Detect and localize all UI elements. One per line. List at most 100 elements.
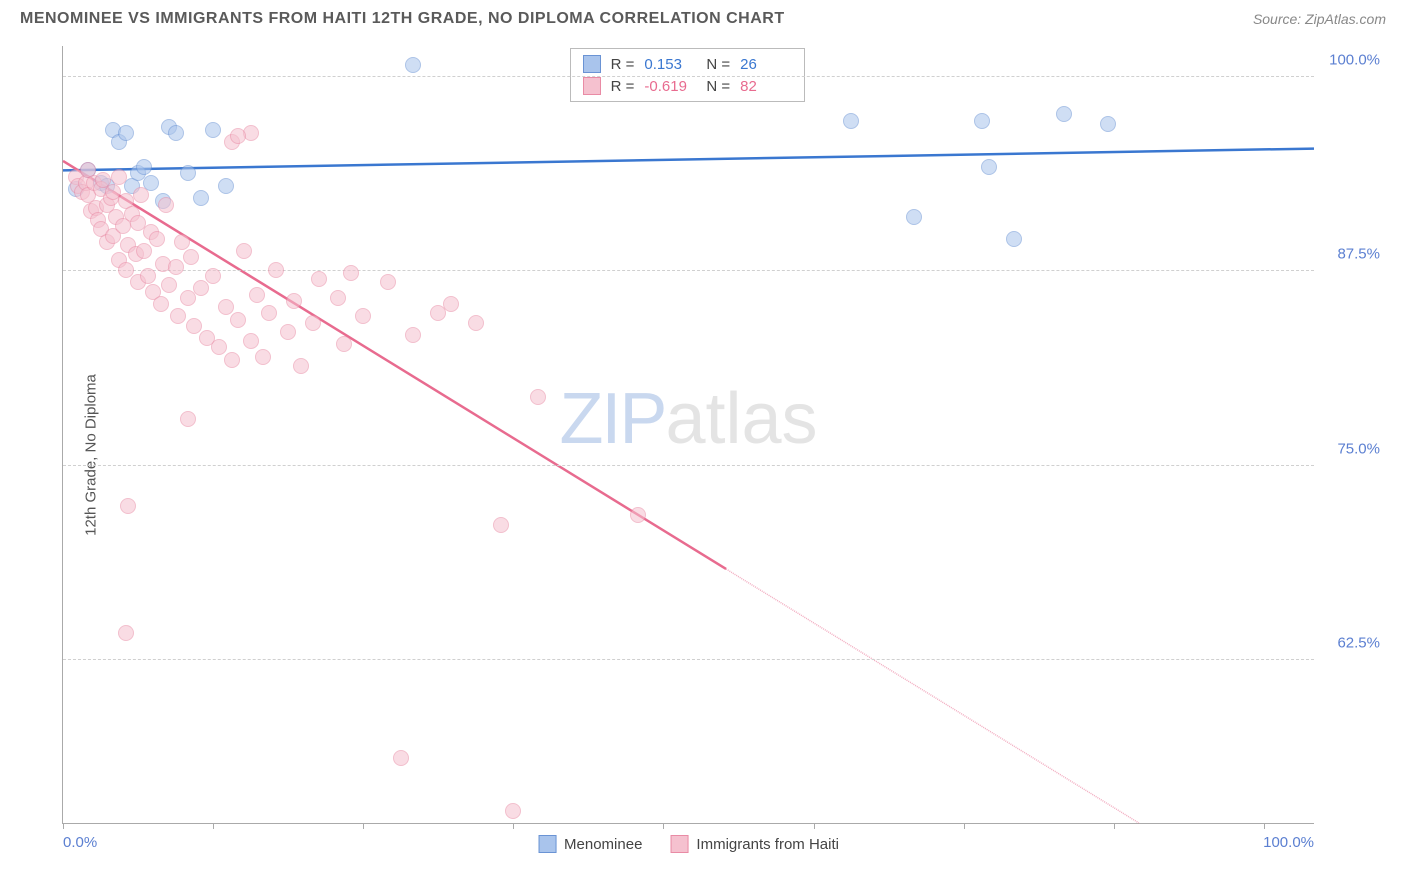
gridline (63, 270, 1314, 271)
data-point (153, 296, 169, 312)
data-point (149, 231, 165, 247)
watermark-zip: ZIP (559, 379, 665, 459)
n-label: N = (706, 56, 730, 73)
data-point (468, 315, 484, 331)
data-point (218, 178, 234, 194)
data-point (230, 128, 246, 144)
y-tick-label: 87.5% (1337, 246, 1380, 263)
stats-row-1: R = 0.153 N = 26 (583, 53, 793, 75)
y-tick-label: 62.5% (1337, 634, 1380, 651)
data-point (393, 750, 409, 766)
x-axis-min-label: 0.0% (63, 834, 97, 851)
data-point (205, 268, 221, 284)
data-point (1100, 116, 1116, 132)
gridline (63, 659, 1314, 660)
data-point (158, 197, 174, 213)
data-point (405, 327, 421, 343)
data-point (336, 336, 352, 352)
legend-label-2: Immigrants from Haiti (696, 836, 839, 853)
x-tick (63, 823, 64, 829)
data-point (180, 165, 196, 181)
data-point (136, 159, 152, 175)
data-point (120, 498, 136, 514)
plot-area: ZIPatlas R = 0.153 N = 26 R = -0.619 N =… (62, 46, 1314, 824)
bottom-legend: Menominee Immigrants from Haiti (538, 835, 839, 853)
stats-row-2: R = -0.619 N = 82 (583, 75, 793, 97)
data-point (118, 262, 134, 278)
legend-swatch-1 (538, 835, 556, 853)
data-point (311, 271, 327, 287)
x-tick (213, 823, 214, 829)
r-label: R = (611, 56, 635, 73)
data-point (280, 324, 296, 340)
data-point (981, 159, 997, 175)
data-point (118, 125, 134, 141)
r-value-2: -0.619 (644, 78, 696, 95)
gridline (63, 76, 1314, 77)
chart-container: 12th Grade, No Diploma ZIPatlas R = 0.15… (20, 38, 1386, 872)
data-point (211, 339, 227, 355)
data-point (118, 625, 134, 641)
trend-lines (63, 46, 1314, 823)
data-point (218, 299, 234, 315)
data-point (974, 113, 990, 129)
data-point (405, 57, 421, 73)
data-point (168, 259, 184, 275)
data-point (136, 243, 152, 259)
legend-label-1: Menominee (564, 836, 642, 853)
data-point (305, 315, 321, 331)
data-point (355, 308, 371, 324)
data-point (186, 318, 202, 334)
x-tick (663, 823, 664, 829)
x-tick (363, 823, 364, 829)
watermark: ZIPatlas (559, 378, 817, 460)
legend-item-1: Menominee (538, 835, 642, 853)
data-point (180, 411, 196, 427)
x-tick (1114, 823, 1115, 829)
data-point (343, 265, 359, 281)
source-label: Source: ZipAtlas.com (1253, 11, 1386, 27)
data-point (111, 169, 127, 185)
swatch-series-2 (583, 77, 601, 95)
n-value-2: 82 (740, 78, 792, 95)
x-tick (1264, 823, 1265, 829)
watermark-atlas: atlas (665, 379, 817, 459)
data-point (236, 243, 252, 259)
y-tick-label: 75.0% (1337, 440, 1380, 457)
data-point (1056, 106, 1072, 122)
data-point (380, 274, 396, 290)
swatch-series-1 (583, 55, 601, 73)
data-point (493, 517, 509, 533)
data-point (249, 287, 265, 303)
data-point (140, 268, 156, 284)
x-tick (964, 823, 965, 829)
data-point (193, 280, 209, 296)
data-point (183, 249, 199, 265)
data-point (293, 358, 309, 374)
y-tick-label: 100.0% (1329, 52, 1380, 69)
x-tick (814, 823, 815, 829)
r-label: R = (611, 78, 635, 95)
data-point (224, 352, 240, 368)
data-point (261, 305, 277, 321)
legend-swatch-2 (670, 835, 688, 853)
data-point (161, 277, 177, 293)
data-point (168, 125, 184, 141)
data-point (133, 187, 149, 203)
chart-title: MENOMINEE VS IMMIGRANTS FROM HAITI 12TH … (20, 10, 785, 28)
x-tick (513, 823, 514, 829)
data-point (443, 296, 459, 312)
data-point (843, 113, 859, 129)
data-point (530, 389, 546, 405)
data-point (193, 190, 209, 206)
x-axis-max-label: 100.0% (1263, 834, 1314, 851)
data-point (286, 293, 302, 309)
stats-legend-box: R = 0.153 N = 26 R = -0.619 N = 82 (570, 48, 806, 102)
data-point (505, 803, 521, 819)
data-point (174, 234, 190, 250)
gridline (63, 465, 1314, 466)
data-point (630, 507, 646, 523)
legend-item-2: Immigrants from Haiti (670, 835, 839, 853)
data-point (205, 122, 221, 138)
data-point (268, 262, 284, 278)
